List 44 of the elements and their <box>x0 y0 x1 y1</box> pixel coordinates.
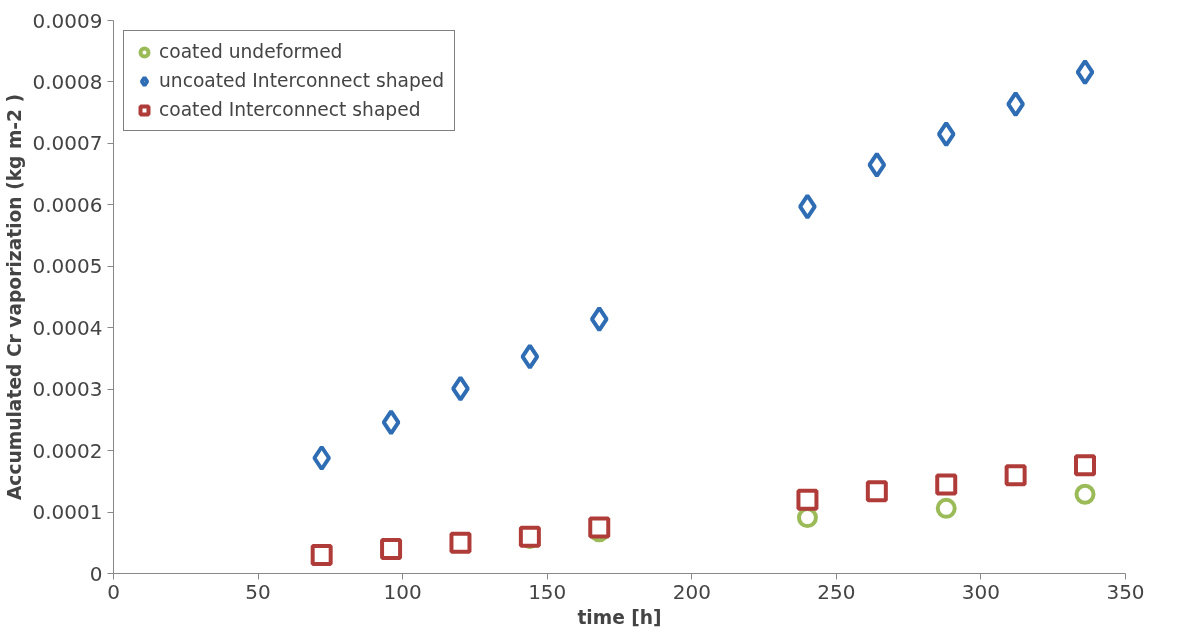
x-tick-label: 100 <box>383 579 422 604</box>
point <box>380 537 403 560</box>
point <box>935 497 957 519</box>
x-tick-label: 250 <box>817 579 856 604</box>
point <box>588 516 611 539</box>
x-tick-label: 300 <box>961 579 1001 604</box>
legend-label: coated Interconnect shaped <box>159 99 421 120</box>
point <box>1006 91 1025 118</box>
point <box>936 121 956 148</box>
y-tick-label: 0 <box>89 561 103 586</box>
point <box>1074 483 1096 505</box>
y-tick-label: 0.0003 <box>32 377 103 402</box>
point <box>865 480 888 503</box>
point <box>1075 59 1095 86</box>
x-tick-label: 0 <box>107 579 120 604</box>
x-tick-label: 50 <box>245 579 271 604</box>
point <box>867 151 887 178</box>
point <box>935 473 958 496</box>
y-tick-label: 0.0002 <box>32 438 103 463</box>
point <box>310 544 333 567</box>
point <box>312 444 332 471</box>
y-tick-label: 0.0004 <box>32 315 103 340</box>
x-tick-label: 350 <box>1106 579 1145 604</box>
y-tick-label: 0.0009 <box>32 8 103 33</box>
legend-label: coated undeformed <box>159 41 343 62</box>
y-tick-label: 0.0005 <box>32 254 103 279</box>
x-axis-title: time [h] <box>577 606 662 628</box>
point <box>1004 464 1027 487</box>
point <box>798 193 817 220</box>
point <box>520 343 540 370</box>
point <box>451 375 470 402</box>
y-tick-label: 0.0007 <box>32 131 103 156</box>
point <box>796 488 819 511</box>
x-tick-label: 150 <box>528 579 567 604</box>
y-axis-title: Accumulated Cr vaporization (kg m-2 ) <box>3 93 25 501</box>
y-tick-label: 0.0008 <box>32 69 103 94</box>
point <box>1074 454 1097 477</box>
x-tick-label: 200 <box>672 579 711 604</box>
point <box>381 409 401 436</box>
legend-label: uncoated Interconnect shaped <box>159 70 445 91</box>
y-tick-label: 0.0001 <box>32 500 103 525</box>
point <box>449 531 472 554</box>
y-tick-label: 0.0006 <box>32 192 103 217</box>
point <box>589 306 609 333</box>
